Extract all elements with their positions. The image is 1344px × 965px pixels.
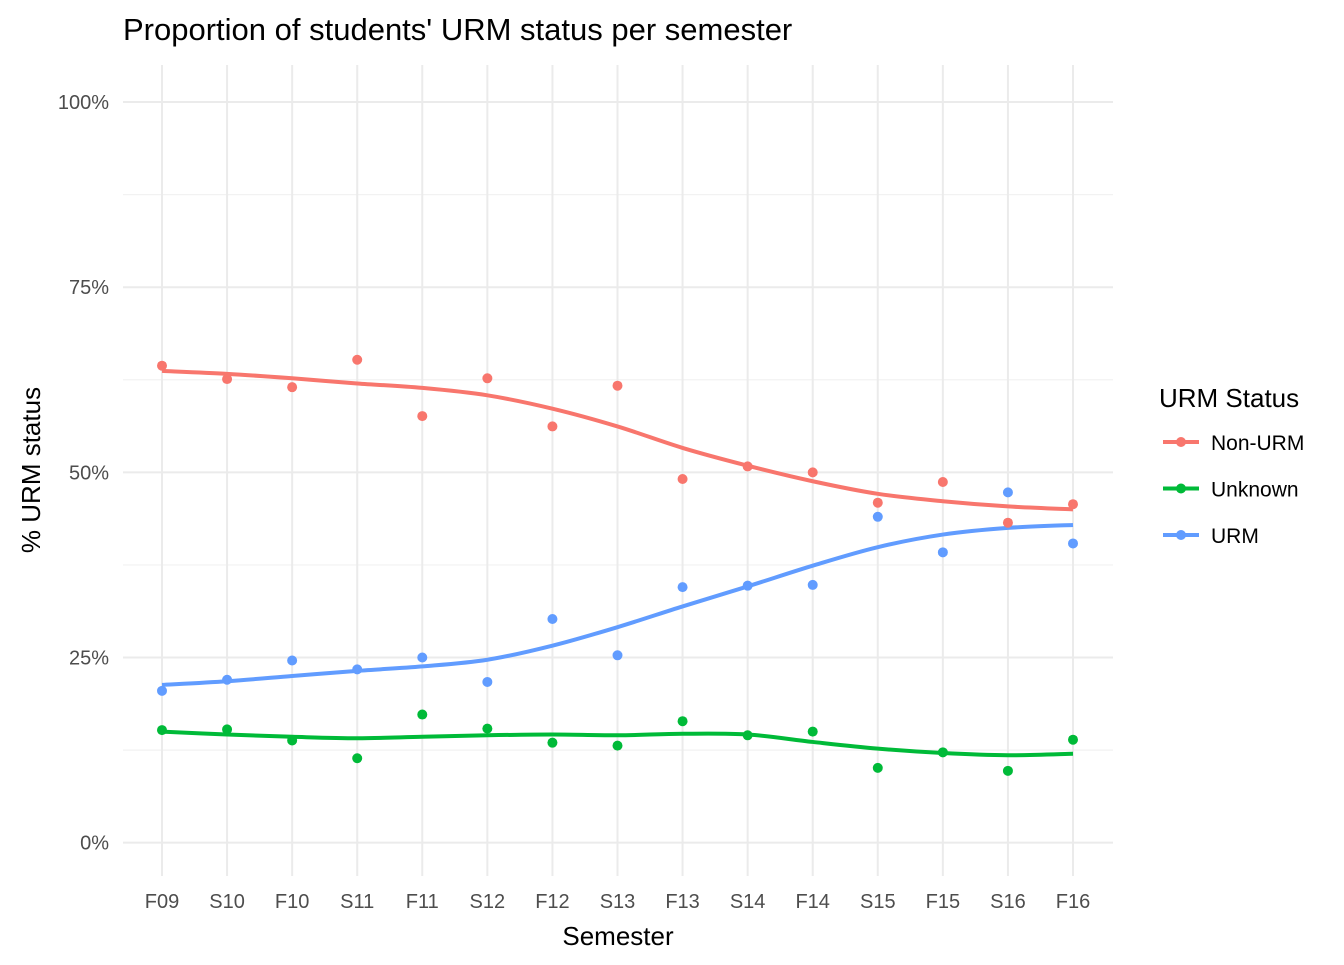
point-urm: [287, 655, 298, 666]
legend-label: Non-URM: [1211, 432, 1304, 455]
x-tick-label: F12: [535, 891, 569, 913]
point-unknown: [1002, 765, 1013, 776]
grid-major: [123, 65, 1113, 876]
legend: URM Status Non-URM Unknown URM: [1159, 383, 1304, 548]
point-unknown: [742, 730, 753, 741]
point-non-urm: [1068, 499, 1078, 510]
y-tick-label: 0%: [80, 833, 109, 855]
legend-items: Non-URM Unknown URM: [1163, 432, 1304, 548]
chart-title: Proportion of students' URM status per s…: [123, 12, 792, 47]
point-urm: [742, 580, 753, 591]
point-urm: [352, 664, 363, 675]
legend-key-point: [1176, 483, 1186, 494]
point-non-urm: [287, 382, 298, 393]
point-unknown: [417, 709, 428, 720]
legend-item-urm: URM: [1163, 525, 1259, 548]
x-tick-label: S15: [860, 891, 896, 913]
data-points: [157, 354, 1078, 776]
point-non-urm: [222, 374, 233, 385]
point-urm: [1002, 487, 1013, 498]
point-unknown: [1068, 734, 1078, 745]
y-tick-label: 75%: [69, 277, 109, 299]
point-urm: [1068, 538, 1078, 549]
point-urm: [937, 547, 948, 558]
legend-item-non-urm: Non-URM: [1163, 432, 1304, 455]
x-tick-label: S10: [209, 891, 245, 913]
point-non-urm: [157, 360, 167, 371]
point-unknown: [872, 762, 883, 773]
trend-line-unknown: [161, 729, 1074, 758]
point-unknown: [677, 716, 688, 727]
point-urm: [417, 652, 428, 663]
point-urm: [482, 676, 493, 687]
y-axis-title: % URM status: [16, 387, 46, 553]
point-non-urm: [807, 467, 818, 478]
x-tick-label: F09: [145, 891, 179, 913]
point-non-urm: [937, 476, 948, 487]
point-non-urm: [547, 421, 558, 432]
x-tick-label: F16: [1056, 891, 1090, 913]
x-tick-label: S11: [340, 891, 374, 913]
x-tick-label: S16: [990, 891, 1026, 913]
x-tick-label: S12: [470, 891, 506, 913]
trend-lines: [161, 368, 1074, 758]
y-tick-label: 50%: [69, 462, 109, 484]
point-unknown: [352, 753, 363, 764]
x-tick-label: S13: [600, 891, 636, 913]
x-tick-labels: F09 S10 F10 S11 F11 S12 F12 S13 F13 S14 F14 S15 F15 S…: [145, 891, 1090, 913]
point-non-urm: [872, 497, 883, 508]
point-non-urm: [482, 373, 493, 384]
x-tick-label: F11: [406, 891, 439, 913]
x-tick-label: F10: [275, 891, 309, 913]
point-unknown: [807, 726, 818, 737]
point-unknown: [937, 747, 948, 758]
point-non-urm: [352, 354, 363, 365]
legend-key-point: [1176, 530, 1186, 540]
legend-item-unknown: Unknown: [1163, 479, 1299, 502]
point-urm: [677, 582, 688, 593]
point-urm: [807, 579, 818, 590]
x-tick-label: F13: [665, 891, 699, 913]
point-unknown: [287, 735, 298, 746]
x-axis-title: Semester: [562, 921, 674, 951]
x-tick-label: F15: [926, 891, 960, 913]
legend-label: Unknown: [1211, 479, 1299, 502]
legend-label: URM: [1211, 525, 1259, 548]
point-non-urm: [612, 380, 623, 391]
y-tick-labels: 0% 25% 50% 75% 100%: [58, 92, 109, 855]
point-urm: [547, 613, 558, 624]
x-tick-label: S14: [730, 891, 766, 913]
legend-key-point: [1176, 437, 1186, 447]
point-urm: [872, 511, 883, 522]
point-non-urm: [742, 461, 753, 472]
point-urm: [157, 685, 167, 696]
point-unknown: [157, 725, 167, 736]
point-unknown: [547, 737, 558, 748]
point-unknown: [612, 740, 623, 751]
trend-line-non-urm: [161, 368, 1074, 512]
y-tick-label: 25%: [69, 648, 109, 670]
trend-line-urm: [161, 522, 1074, 687]
point-unknown: [482, 723, 493, 734]
legend-title: URM Status: [1159, 383, 1299, 413]
point-non-urm: [1002, 517, 1013, 528]
point-unknown: [222, 724, 233, 735]
point-non-urm: [677, 474, 688, 485]
point-urm: [612, 650, 623, 661]
point-urm: [222, 674, 233, 685]
point-non-urm: [417, 411, 428, 422]
y-tick-label: 100%: [58, 92, 109, 114]
x-tick-label: F14: [795, 891, 829, 913]
